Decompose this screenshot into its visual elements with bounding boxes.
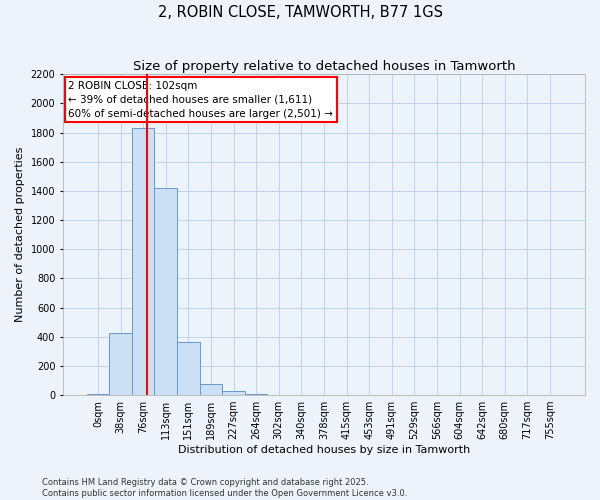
Text: Contains HM Land Registry data © Crown copyright and database right 2025.
Contai: Contains HM Land Registry data © Crown c…: [42, 478, 407, 498]
Title: Size of property relative to detached houses in Tamworth: Size of property relative to detached ho…: [133, 60, 515, 73]
Bar: [222, 392, 245, 395]
Bar: [109, 333, 132, 395]
Bar: [154, 188, 177, 395]
X-axis label: Distribution of detached houses by size in Tamworth: Distribution of detached houses by size …: [178, 445, 470, 455]
Text: 2, ROBIN CLOSE, TAMWORTH, B77 1GS: 2, ROBIN CLOSE, TAMWORTH, B77 1GS: [157, 5, 443, 20]
Bar: [132, 128, 154, 395]
Bar: [86, 394, 109, 395]
Bar: [245, 394, 268, 395]
Bar: [177, 342, 200, 395]
Bar: [200, 384, 222, 395]
Y-axis label: Number of detached properties: Number of detached properties: [15, 147, 25, 322]
Text: 2 ROBIN CLOSE: 102sqm
← 39% of detached houses are smaller (1,611)
60% of semi-d: 2 ROBIN CLOSE: 102sqm ← 39% of detached …: [68, 80, 333, 118]
